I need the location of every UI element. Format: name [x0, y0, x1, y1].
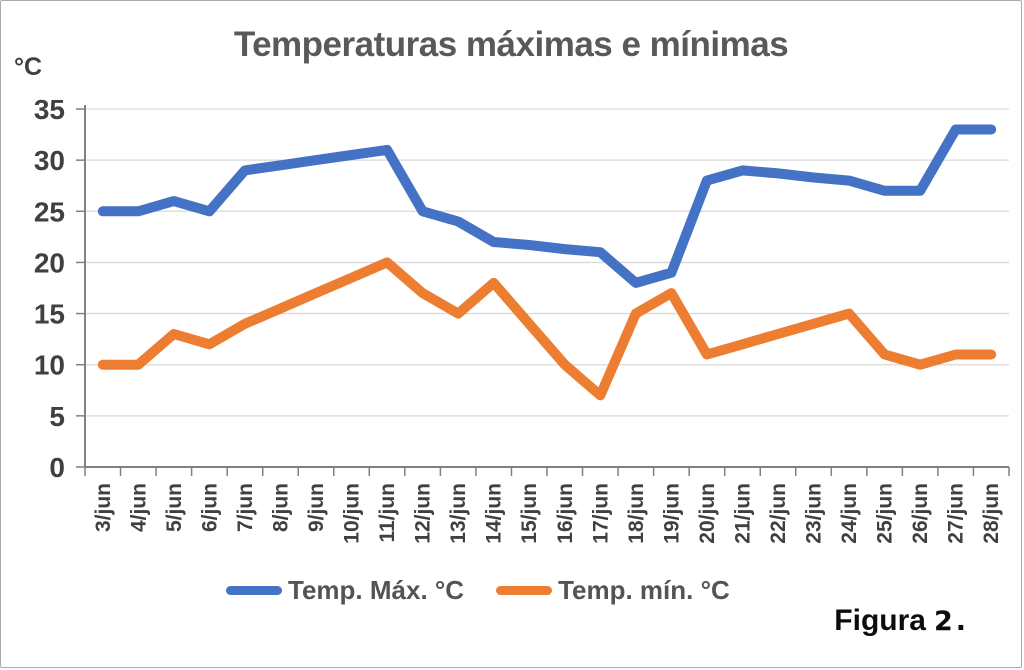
x-axis-category-label: 5/jun — [163, 483, 186, 532]
legend-label-temp-max: Temp. Máx. °C — [288, 575, 465, 605]
y-axis-tick-label: 25 — [34, 196, 65, 227]
x-axis-category-label: 17/jun — [589, 483, 612, 544]
x-axis-category-label: 16/jun — [554, 483, 577, 544]
x-axis-category-label: 10/jun — [341, 483, 364, 544]
x-axis-category-label: 27/jun — [945, 483, 968, 544]
figure-caption-number: 2. — [933, 606, 969, 637]
x-axis-category-label: 20/jun — [696, 483, 719, 544]
x-axis-category-label: 26/jun — [909, 483, 932, 544]
x-axis-category-label: 11/jun — [376, 483, 399, 543]
legend-item-temp-min: Temp. mín. °C — [496, 575, 730, 606]
chart-legend: Temp. Máx. °C Temp. mín. °C — [226, 575, 730, 606]
x-axis-category-label: 4/jun — [127, 483, 150, 532]
x-axis-category-label: 13/jun — [447, 483, 470, 544]
x-axis-category-label: 12/jun — [412, 483, 435, 544]
legend-label-temp-min: Temp. mín. °C — [558, 575, 730, 605]
y-axis-unit-label: °C — [14, 53, 43, 81]
y-axis-tick-label: 5 — [49, 401, 65, 432]
x-axis-category-label: 28/jun — [980, 483, 1003, 544]
temp-min-line-swatch — [496, 586, 553, 595]
temp-min-line — [97, 257, 997, 401]
x-axis-category-label: 19/jun — [660, 483, 683, 544]
y-axis-tick-label: 20 — [34, 247, 65, 278]
y-axis-tick-label: 15 — [34, 299, 65, 330]
y-axis-tick-label: 30 — [34, 145, 65, 176]
x-axis-category-label: 23/jun — [803, 483, 826, 544]
x-axis-category-label: 3/jun — [92, 483, 115, 532]
x-axis-category-label: 25/jun — [874, 483, 897, 544]
x-axis-category-label: 24/jun — [838, 483, 861, 544]
x-axis-category-label: 8/jun — [269, 483, 292, 532]
y-axis-tick-label: 0 — [49, 452, 65, 483]
y-axis-tick-label: 10 — [34, 350, 65, 381]
x-axis-category-label: 15/jun — [518, 483, 541, 544]
x-axis-category-label: 18/jun — [625, 483, 648, 544]
figure-caption: Figura 2. — [834, 604, 969, 638]
x-axis-category-label: 9/jun — [305, 483, 328, 532]
temp-max-line — [97, 124, 997, 288]
y-axis-tick-label: 35 — [34, 94, 65, 125]
x-axis-category-label: 14/jun — [483, 483, 506, 544]
legend-item-temp-max: Temp. Máx. °C — [226, 575, 464, 606]
figure-caption-word: Figura — [834, 604, 926, 637]
chart-plot-area: 0 5 10 15 20 25 30 35 3/jun 4/jun 5/jun 6/jun 7/jun 8… — [34, 94, 1010, 544]
temp-max-line-swatch — [226, 586, 282, 595]
x-axis-category-label: 6/jun — [198, 483, 221, 532]
x-axis-category-label: 21/jun — [731, 483, 754, 544]
x-axis-category-label: 22/jun — [767, 483, 790, 544]
chart-title: Temperaturas máximas e mínimas — [233, 25, 789, 64]
x-axis-category-label: 7/jun — [234, 483, 257, 532]
